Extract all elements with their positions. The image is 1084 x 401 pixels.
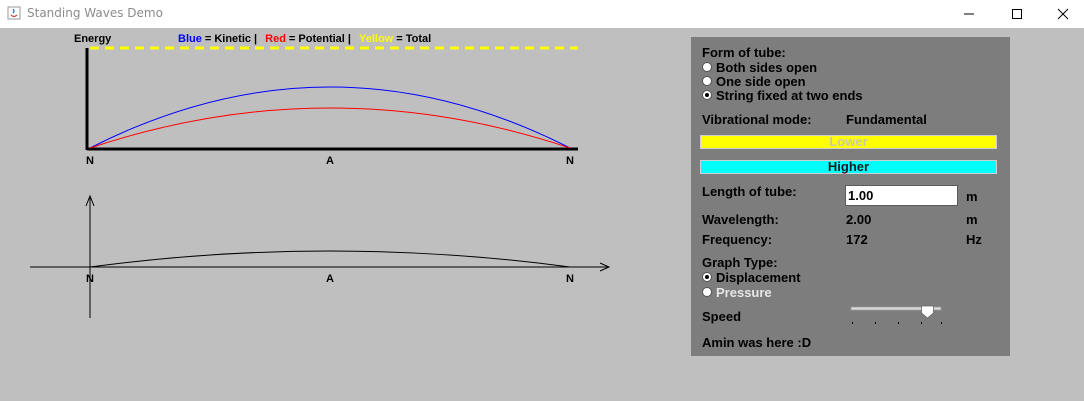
window-title: Standing Waves Demo: [27, 6, 163, 20]
wave-node-left: N: [86, 273, 94, 285]
wave-canvas: Energy Blue = Kinetic | Red = Potential | Ye…: [30, 33, 611, 318]
speed-slider[interactable]: [849, 303, 945, 329]
svg-text:Blue= Kinetic |Red= Potential: Blue = Kinetic | Red = Potential | Yellow = T…: [178, 33, 431, 45]
slider-ticks: [852, 322, 942, 324]
radio-label: Displacement: [716, 269, 801, 285]
legend-total-text: = Total: [396, 33, 431, 45]
x-axis-arrow-icon: [599, 262, 611, 272]
wavelength-label: Wavelength:: [702, 212, 779, 227]
mode-value: Fundamental: [846, 112, 927, 127]
energy-axis-label: Energy: [74, 33, 112, 45]
length-label: Length of tube:: [702, 184, 797, 199]
wavelength-unit: m: [966, 212, 978, 227]
radio-both-sides-open[interactable]: Both sides open: [702, 59, 818, 75]
close-icon: [1057, 8, 1069, 20]
frequency-unit: Hz: [966, 232, 982, 247]
control-panel: Form of tube: Both sides open One side o…: [691, 37, 1010, 356]
radio-pressure[interactable]: Pressure: [702, 284, 772, 300]
radio-label: Both sides open: [716, 59, 818, 75]
radio-icon: [702, 287, 712, 297]
legend-kinetic-text: = Kinetic |: [205, 33, 257, 45]
frequency-value: 172: [846, 232, 868, 247]
radio-icon: [702, 76, 712, 86]
radio-label: Pressure: [716, 284, 772, 300]
radio-icon: [702, 62, 712, 72]
title-bar: Standing Waves Demo: [0, 0, 1084, 28]
length-input[interactable]: [845, 185, 958, 206]
lower-button[interactable]: Lower: [700, 135, 997, 149]
radio-displacement[interactable]: Displacement: [702, 269, 801, 285]
potential-energy-curve: [89, 107, 571, 149]
higher-button[interactable]: Higher: [700, 160, 997, 174]
mode-label: Vibrational mode:: [702, 112, 812, 127]
energy-antinode: A: [326, 155, 334, 167]
wavelength-value: 2.00: [846, 212, 872, 227]
slider-track: [850, 306, 942, 311]
footer-text: Amin was here :D: [702, 335, 812, 350]
minimize-button[interactable]: [946, 0, 992, 28]
minimize-icon: [964, 13, 974, 15]
y-axis-arrow-icon: [85, 194, 95, 207]
graph-type-title: Graph Type:: [702, 255, 778, 270]
energy-node-left: N: [86, 155, 94, 167]
radio-string-fixed[interactable]: String fixed at two ends: [702, 87, 863, 103]
radio-label: One side open: [716, 73, 806, 89]
maximize-icon: [1012, 9, 1022, 19]
displacement-wave: [89, 250, 571, 268]
wave-node-right: N: [566, 273, 574, 285]
wave-antinode: A: [326, 273, 334, 285]
frequency-label: Frequency:: [702, 232, 773, 247]
speed-label: Speed: [702, 309, 742, 324]
radio-selected-icon: [702, 90, 712, 100]
radio-one-side-open[interactable]: One side open: [702, 73, 806, 89]
energy-node-right: N: [566, 155, 574, 167]
slider-thumb[interactable]: [921, 305, 934, 319]
length-unit: m: [966, 189, 978, 204]
legend-blue-word: Blue: [178, 33, 202, 45]
radio-label: String fixed at two ends: [716, 87, 863, 103]
legend-potential-text: = Potential |: [289, 33, 351, 45]
java-app-icon: [7, 6, 21, 20]
form-of-tube-title: Form of tube:: [702, 45, 786, 60]
legend-red-word: Red: [265, 33, 286, 45]
maximize-button[interactable]: [994, 0, 1040, 28]
close-button[interactable]: [1040, 0, 1084, 28]
radio-selected-icon: [702, 272, 712, 282]
legend-yellow-word: Yellow: [359, 33, 394, 45]
kinetic-energy-curve: [89, 86, 571, 149]
